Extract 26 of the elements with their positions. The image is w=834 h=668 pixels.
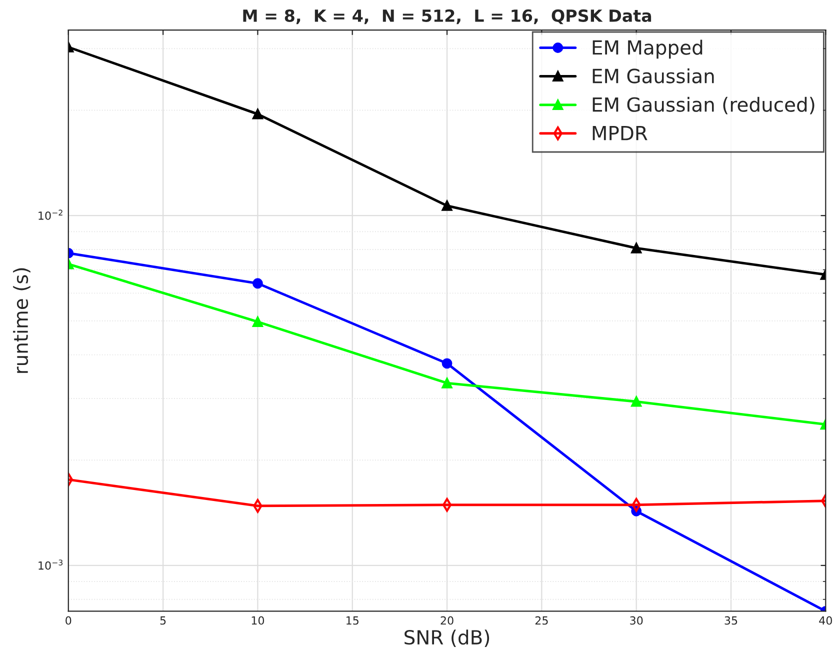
x-tick-label: 0	[66, 616, 72, 625]
x-tick-label: 5	[160, 616, 166, 625]
point	[442, 200, 452, 211]
x-tick-label: 30	[630, 616, 643, 625]
point	[631, 242, 642, 254]
legend-label: EM Gaussian	[592, 68, 714, 84]
legend-label: EM Mapped	[592, 40, 702, 59]
x-tick-label: 35	[724, 616, 738, 625]
x-tick-label: 40	[819, 616, 832, 625]
point	[252, 316, 263, 328]
point	[252, 108, 263, 120]
point	[442, 358, 452, 369]
x-tick-label: 25	[535, 616, 548, 625]
y-tick-label: 10$^{−2}$	[38, 210, 62, 220]
point	[631, 396, 642, 407]
chart-title: M = 8, K = 4, N = 512, L = 16, QPSK Data	[243, 9, 652, 24]
legend-label: EM Gaussian (reduced)	[592, 96, 814, 114]
y-tick-label: 10$^{−3}$	[38, 560, 63, 570]
x-tick-label: 20	[440, 616, 454, 625]
y-axis-title: runtime (s)	[13, 268, 30, 373]
x-tick-label: 15	[346, 616, 358, 625]
point	[252, 278, 263, 289]
legend-label: MPDR	[592, 126, 648, 140]
x-tick-label: 10	[252, 616, 264, 625]
point	[442, 378, 452, 388]
x-axis-title: SNR (dB)	[404, 630, 490, 647]
